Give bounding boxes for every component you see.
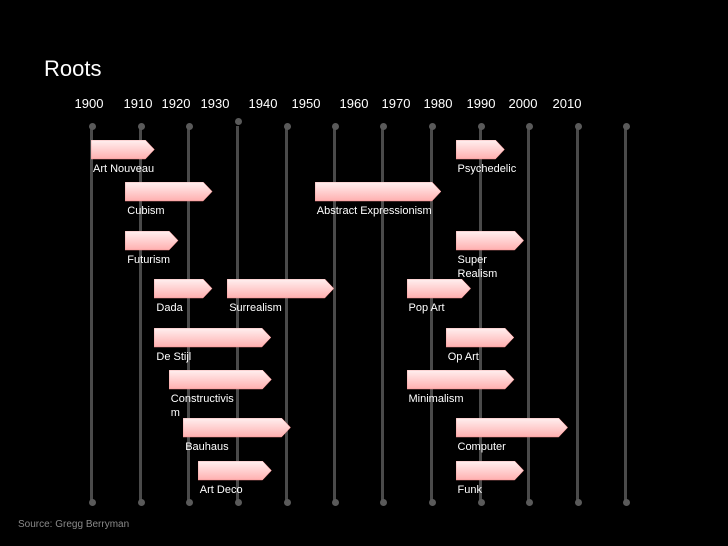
gridline-end-dot [575, 123, 582, 130]
source-credit: Source: Gregg Berryman [18, 519, 130, 530]
year-label-1920: 1920 [161, 96, 191, 111]
gridline-end-dot [186, 123, 193, 130]
year-label-1930: 1930 [200, 96, 230, 111]
gridline-end-dot [138, 499, 145, 506]
year-label-2000: 2000 [508, 96, 538, 111]
bar-bauhaus [183, 418, 292, 438]
gridline-end-dot [623, 499, 630, 506]
year-label-1950: 1950 [291, 96, 321, 111]
gridline-end-dot [284, 499, 291, 506]
bar-constructivism [168, 370, 272, 390]
bar-computer [455, 418, 568, 438]
label-art-deco: Art Deco [199, 484, 243, 496]
label-psychedelic: Psychedelic [457, 163, 517, 175]
gridline-end-dot [429, 499, 436, 506]
gridline-end-dot [332, 499, 339, 506]
gridline-1960 [381, 126, 384, 502]
gridline-end-dot [526, 499, 533, 506]
label-funk: Funk [457, 484, 482, 496]
gridline-1990 [527, 126, 530, 502]
bar-art-deco [197, 461, 272, 481]
bar-pop-art [406, 279, 471, 299]
gridline-end-dot [429, 123, 436, 130]
label-dada: Dada [156, 302, 183, 314]
label-art-nouveau: Art Nouveau [93, 163, 155, 175]
gridline-end-dot [380, 123, 387, 130]
gridline-1920 [187, 126, 190, 502]
label-surrealism: Surrealism [229, 302, 282, 314]
year-label-1980: 1980 [423, 96, 453, 111]
gridline-end-dot [575, 499, 582, 506]
year-label-1910: 1910 [123, 96, 153, 111]
year-label-1970: 1970 [381, 96, 411, 111]
gridline-end-dot [186, 499, 193, 506]
gridline-1970 [430, 126, 433, 502]
gridline-end-dot [235, 499, 242, 506]
label-abstract-expressionism: Abstract Expressionism [316, 205, 432, 217]
year-label-2010: 2010 [552, 96, 582, 111]
bar-abstract-expressionism [314, 182, 442, 202]
gridline-2000 [576, 126, 579, 502]
gridline-1980 [479, 126, 482, 502]
gridline-end-dot [478, 499, 485, 506]
gridline-end-dot [89, 123, 96, 130]
label-super-realism: Super Realism [457, 254, 498, 280]
label-de-stijl: De Stijl [156, 351, 192, 363]
bar-art-nouveau [91, 140, 155, 160]
gridline-end-dot [478, 123, 485, 130]
year-label-1990: 1990 [466, 96, 496, 111]
gridline-1930 [236, 126, 239, 502]
bar-funk [455, 461, 524, 481]
gridline-1910 [139, 126, 142, 502]
bar-dada [154, 279, 213, 299]
gridline-end-dot [235, 118, 242, 125]
year-label-1900: 1900 [74, 96, 104, 111]
label-pop-art: Pop Art [408, 302, 445, 314]
label-futurism: Futurism [127, 254, 171, 266]
label-computer: Computer [457, 441, 506, 453]
bar-minimalism [406, 370, 514, 390]
gridline-end-dot [623, 123, 630, 130]
gridline-end-dot [332, 123, 339, 130]
bar-cubism [125, 182, 213, 202]
label-minimalism: Minimalism [408, 393, 464, 405]
bar-psychedelic [455, 140, 505, 160]
gridline-2010 [624, 126, 627, 502]
year-label-1940: 1940 [248, 96, 278, 111]
year-label-1960: 1960 [339, 96, 369, 111]
gridline-end-dot [380, 499, 387, 506]
gridline-1950 [333, 126, 336, 502]
gridline-end-dot [89, 499, 96, 506]
gridline-1940 [285, 126, 288, 502]
label-op-art: Op Art [447, 351, 479, 363]
gridline-end-dot [284, 123, 291, 130]
bar-de-stijl [154, 328, 272, 348]
bar-surrealism [227, 279, 335, 299]
gridline-end-dot [138, 123, 145, 130]
gridline-end-dot [526, 123, 533, 130]
bar-super-realism [455, 231, 524, 251]
bar-op-art [445, 328, 514, 348]
label-cubism: Cubism [127, 205, 165, 217]
label-constructivism: Constructivism [170, 393, 234, 419]
bar-futurism [125, 231, 179, 251]
gridline-1900 [90, 126, 93, 502]
label-bauhaus: Bauhaus [185, 441, 229, 453]
page-title: Roots [44, 56, 102, 81]
